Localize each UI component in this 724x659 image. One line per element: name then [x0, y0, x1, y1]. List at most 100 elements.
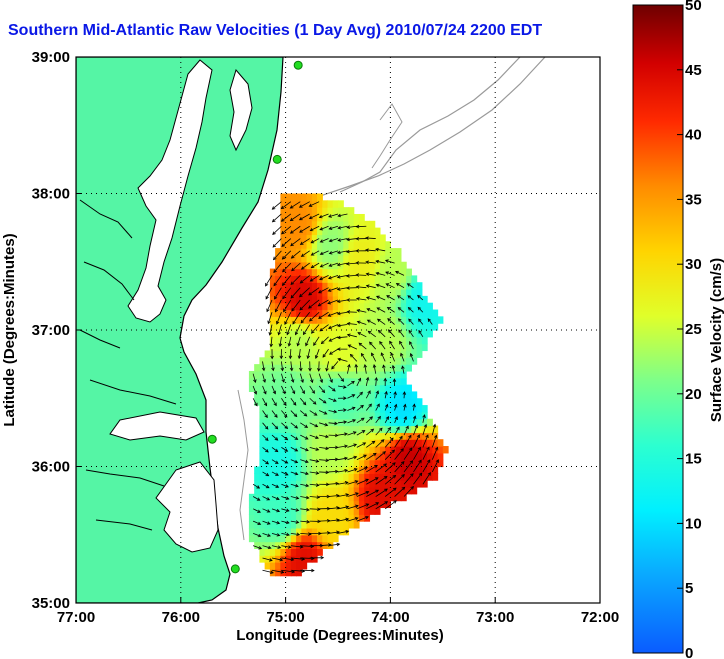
speed-cell	[411, 432, 418, 440]
speed-cell	[369, 405, 376, 413]
speed-cell	[269, 521, 276, 529]
velocity-arrow	[322, 348, 329, 358]
speed-cell	[311, 323, 318, 331]
speed-cell	[322, 302, 329, 311]
speed-cell	[254, 391, 260, 399]
speed-cell	[353, 459, 360, 468]
speed-cell	[285, 282, 292, 290]
velocity-arrow	[295, 324, 301, 335]
velocity-arrow	[375, 260, 386, 264]
velocity-arrow	[262, 545, 271, 549]
speed-cell	[296, 398, 302, 406]
speed-cell	[285, 302, 292, 311]
speed-cell	[369, 227, 376, 236]
speed-cell	[296, 370, 302, 379]
speed-cell	[259, 480, 266, 488]
velocity-arrow	[311, 324, 320, 334]
speed-cell	[275, 309, 281, 317]
speed-cell	[290, 357, 297, 365]
velocity-arrow	[279, 336, 282, 347]
speed-cell	[348, 213, 355, 222]
speed-cell	[338, 261, 344, 270]
speed-cell	[290, 261, 297, 270]
velocity-arrow	[409, 341, 414, 350]
speed-cell	[290, 555, 297, 563]
speed-cell	[296, 254, 302, 263]
speed-cell	[374, 459, 381, 468]
speed-cell	[269, 541, 276, 549]
speed-cell	[280, 459, 287, 468]
velocity-arrow-head	[295, 496, 300, 500]
speed-cell	[332, 500, 339, 509]
velocity-arrow-head	[367, 390, 371, 394]
speed-cell	[301, 534, 308, 543]
speed-cell	[306, 480, 313, 488]
velocity-arrow	[318, 311, 329, 319]
speed-cell	[358, 364, 365, 372]
velocity-arrow-head	[319, 251, 324, 256]
velocity-arrow-head	[266, 509, 271, 513]
velocity-arrow	[357, 332, 367, 338]
speed-cell	[358, 377, 365, 386]
speed-cell	[306, 370, 313, 379]
speed-cell	[390, 282, 397, 290]
velocity-arrow	[320, 250, 329, 255]
speed-cell	[379, 234, 386, 242]
speed-cell	[296, 302, 302, 311]
speed-cell	[400, 466, 407, 474]
delmarva-inlet	[229, 68, 253, 152]
velocity-arrow	[407, 283, 414, 289]
speed-cell	[306, 323, 313, 331]
velocity-arrow	[422, 414, 425, 423]
speed-cell	[338, 323, 344, 331]
speed-cell	[343, 446, 350, 454]
velocity-arrow	[337, 385, 347, 388]
speed-cell	[317, 391, 323, 399]
speed-cell	[259, 411, 266, 420]
speed-cell	[311, 391, 318, 399]
velocity-arrow	[347, 480, 358, 485]
velocity-arrow-head	[345, 505, 350, 509]
velocity-arrow-head	[345, 529, 350, 534]
speed-cell	[427, 418, 433, 427]
speed-cell	[259, 500, 266, 509]
velocity-arrow	[305, 336, 311, 346]
speed-cell	[348, 330, 355, 338]
speed-cell	[322, 452, 329, 461]
speed-cell	[269, 350, 276, 358]
velocity-arrow-head	[354, 363, 358, 368]
speed-cell	[285, 452, 292, 461]
speed-cell	[353, 486, 360, 495]
speed-cell	[301, 323, 308, 331]
speed-cell	[385, 391, 391, 399]
speed-cell	[264, 364, 271, 372]
speed-cell	[306, 295, 313, 304]
velocity-arrow-head	[310, 240, 315, 244]
velocity-arrow-head	[323, 411, 328, 415]
speed-cell	[280, 323, 287, 331]
speed-cell	[369, 220, 376, 229]
velocity-arrow	[356, 430, 365, 436]
speed-cell	[327, 302, 334, 311]
speed-cell	[343, 486, 350, 495]
speed-cell	[264, 548, 271, 556]
velocity-arrow	[271, 422, 278, 430]
velocity-arrow-head	[317, 368, 321, 372]
velocity-arrow	[290, 287, 301, 299]
velocity-arrow-head	[299, 367, 303, 372]
speed-cell	[280, 234, 287, 242]
speed-cell	[332, 521, 339, 529]
velocity-arrow-head	[295, 508, 300, 512]
speed-cell	[348, 384, 355, 393]
colorbar-tick-label: 30	[685, 256, 702, 273]
velocity-arrow	[309, 311, 320, 322]
speed-cell	[406, 350, 412, 358]
velocity-arrow	[356, 298, 367, 301]
speed-cell	[311, 514, 318, 522]
speed-cell	[348, 521, 355, 529]
velocity-arrow-head	[290, 379, 295, 383]
speed-cell	[259, 493, 266, 502]
velocity-arrow	[403, 391, 405, 399]
speed-cell	[290, 330, 297, 338]
speed-cell	[353, 275, 360, 283]
